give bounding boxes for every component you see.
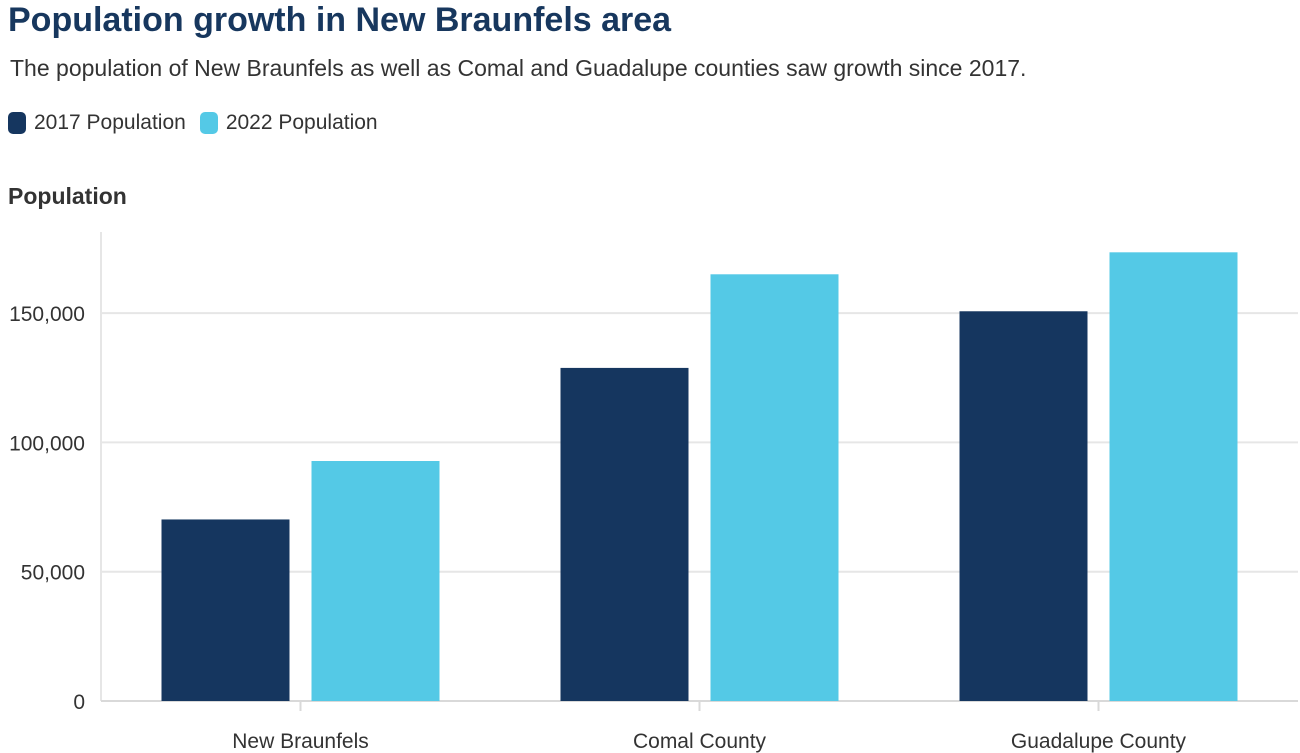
chart-title: Population growth in New Braunfels area xyxy=(8,1,672,39)
y-tick-label: 50,000 xyxy=(21,562,85,585)
bar-2017-comal-county xyxy=(560,367,689,701)
x-tick-label: Comal County xyxy=(633,730,767,753)
axes xyxy=(100,232,1298,711)
x-tick-label: New Braunfels xyxy=(232,730,369,753)
chart-subtitle: The population of New Braunfels as well … xyxy=(10,55,1027,81)
bar-2017-guadalupe-county xyxy=(959,311,1088,701)
y-axis-title: Population xyxy=(8,183,127,209)
legend-label-2017: 2017 Population xyxy=(34,111,186,134)
y-tick-label: 100,000 xyxy=(9,432,85,455)
bars xyxy=(161,252,1238,701)
legend-item-2022[interactable]: 2022 Population xyxy=(199,111,378,135)
bar-2022-comal-county xyxy=(710,274,839,701)
gridlines xyxy=(101,312,1298,573)
tick-labels: 0 50,000 100,000 150,000 New Braunfels Comal … xyxy=(9,303,1186,753)
bar-2022-guadalupe-county xyxy=(1109,252,1238,701)
legend: 2017 Population 2022 Population xyxy=(8,110,392,136)
legend-item-2017[interactable]: 2017 Population xyxy=(8,111,186,135)
bar-2017-new-braunfels xyxy=(161,519,290,701)
y-tick-label: 0 xyxy=(73,691,85,714)
legend-label-2022: 2022 Population xyxy=(225,111,378,134)
x-tick-label: Guadalupe County xyxy=(1011,730,1187,753)
bar-2022-new-braunfels xyxy=(311,461,440,701)
y-tick-label: 150,000 xyxy=(9,303,85,326)
legend-swatch-2017 xyxy=(8,112,26,134)
legend-swatch-2022 xyxy=(199,112,218,134)
